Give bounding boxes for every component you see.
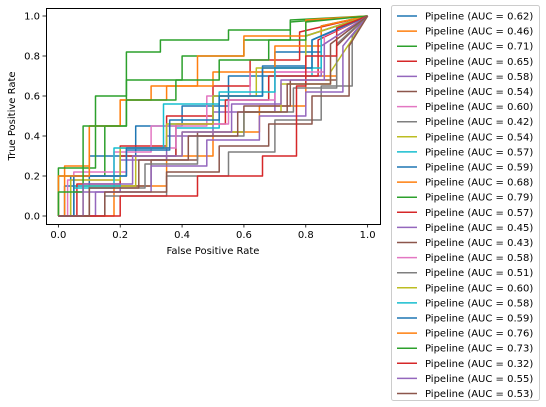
roc-curve-20 bbox=[58, 15, 368, 217]
legend-entry: Pipeline (AUC = 0.79) bbox=[425, 193, 533, 204]
legend-entry: Pipeline (AUC = 0.68) bbox=[425, 178, 533, 189]
roc-curve-25 bbox=[58, 15, 369, 217]
roc-curve-13 bbox=[57, 15, 368, 216]
roc-curve-16 bbox=[58, 15, 369, 217]
legend-entry: Pipeline (AUC = 0.76) bbox=[425, 329, 533, 340]
legend-entry: Pipeline (AUC = 0.55) bbox=[425, 374, 533, 385]
roc-curve-24 bbox=[58, 15, 368, 217]
y-tick-label: 0.8 bbox=[24, 52, 40, 63]
legend-entry: Pipeline (AUC = 0.58) bbox=[425, 72, 533, 83]
y-tick-label: 0.6 bbox=[24, 92, 40, 103]
y-tick-label: 0.2 bbox=[24, 172, 40, 183]
x-axis-label: False Positive Rate bbox=[167, 246, 260, 257]
y-tick-label: 1.0 bbox=[24, 12, 40, 23]
roc-curve-12 bbox=[58, 15, 368, 217]
legend-entry: Pipeline (AUC = 0.54) bbox=[425, 87, 533, 98]
y-tick-label: 0.0 bbox=[24, 212, 40, 223]
x-tick-label: 0.0 bbox=[50, 230, 66, 241]
roc-curve-26 bbox=[58, 15, 369, 217]
x-axis: 0.0 0.2 0.4 0.6 0.8 1.0 bbox=[50, 224, 376, 241]
legend-entry: Pipeline (AUC = 0.60) bbox=[425, 283, 533, 294]
legend-entry: Pipeline (AUC = 0.60) bbox=[425, 102, 533, 113]
legend-entry: Pipeline (AUC = 0.42) bbox=[425, 117, 533, 128]
legend-entry: Pipeline (AUC = 0.65) bbox=[425, 57, 533, 68]
roc-curve-23 bbox=[57, 15, 368, 216]
legend-frame bbox=[391, 5, 540, 401]
legend-entry: Pipeline (AUC = 0.45) bbox=[425, 223, 533, 234]
plot-lines bbox=[57, 15, 369, 217]
y-axis: 0.0 0.2 0.4 0.6 0.8 1.0 bbox=[24, 12, 46, 223]
legend-entry: Pipeline (AUC = 0.58) bbox=[425, 253, 533, 264]
x-tick-label: 0.4 bbox=[174, 230, 190, 241]
legend-entry: Pipeline (AUC = 0.43) bbox=[425, 238, 533, 249]
legend-entry: Pipeline (AUC = 0.59) bbox=[425, 314, 533, 325]
legend-entry: Pipeline (AUC = 0.58) bbox=[425, 298, 533, 309]
roc-curve-8 bbox=[58, 15, 369, 217]
y-axis-label: True Positive Rate bbox=[7, 71, 18, 161]
y-tick-label: 0.4 bbox=[24, 132, 40, 143]
x-tick-label: 0.6 bbox=[236, 230, 252, 241]
legend: Pipeline (AUC = 0.62) Pipeline (AUC = 0.4… bbox=[391, 5, 540, 401]
legend-entry: Pipeline (AUC = 0.32) bbox=[425, 359, 533, 370]
legend-entry: Pipeline (AUC = 0.57) bbox=[425, 208, 533, 219]
legend-entry: Pipeline (AUC = 0.73) bbox=[425, 344, 533, 355]
legend-entry: Pipeline (AUC = 0.51) bbox=[425, 268, 533, 279]
legend-entry: Pipeline (AUC = 0.54) bbox=[425, 132, 533, 143]
roc-curve-22 bbox=[57, 15, 368, 216]
x-tick-label: 0.2 bbox=[112, 230, 128, 241]
legend-entry: Pipeline (AUC = 0.57) bbox=[425, 147, 533, 158]
legend-entry: Pipeline (AUC = 0.59) bbox=[425, 163, 533, 174]
x-tick-label: 1.0 bbox=[360, 230, 376, 241]
legend-entry: Pipeline (AUC = 0.53) bbox=[425, 389, 533, 400]
legend-items: Pipeline (AUC = 0.62) Pipeline (AUC = 0.4… bbox=[397, 12, 533, 400]
legend-entry: Pipeline (AUC = 0.62) bbox=[425, 12, 533, 23]
legend-entry: Pipeline (AUC = 0.71) bbox=[425, 42, 533, 53]
axes-frame bbox=[46, 8, 381, 225]
x-tick-label: 0.8 bbox=[298, 230, 314, 241]
legend-entry: Pipeline (AUC = 0.46) bbox=[425, 27, 533, 38]
